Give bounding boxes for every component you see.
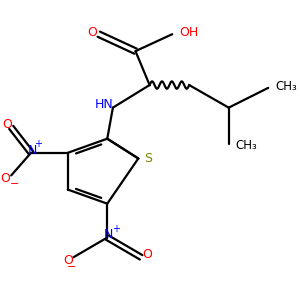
Text: S: S (144, 152, 152, 165)
Text: O: O (142, 248, 152, 261)
Text: N: N (28, 143, 37, 157)
Text: O: O (1, 172, 10, 185)
Text: +: + (34, 140, 42, 149)
Text: O: O (2, 118, 12, 131)
Text: CH₃: CH₃ (236, 139, 257, 152)
Text: O: O (87, 26, 97, 39)
Text: O: O (63, 254, 73, 267)
Text: HN: HN (95, 98, 114, 111)
Text: −: − (67, 262, 76, 272)
Text: N: N (104, 228, 113, 241)
Text: +: + (112, 224, 120, 234)
Text: OH: OH (179, 26, 199, 39)
Text: CH₃: CH₃ (275, 80, 297, 93)
Text: −: − (9, 179, 19, 189)
